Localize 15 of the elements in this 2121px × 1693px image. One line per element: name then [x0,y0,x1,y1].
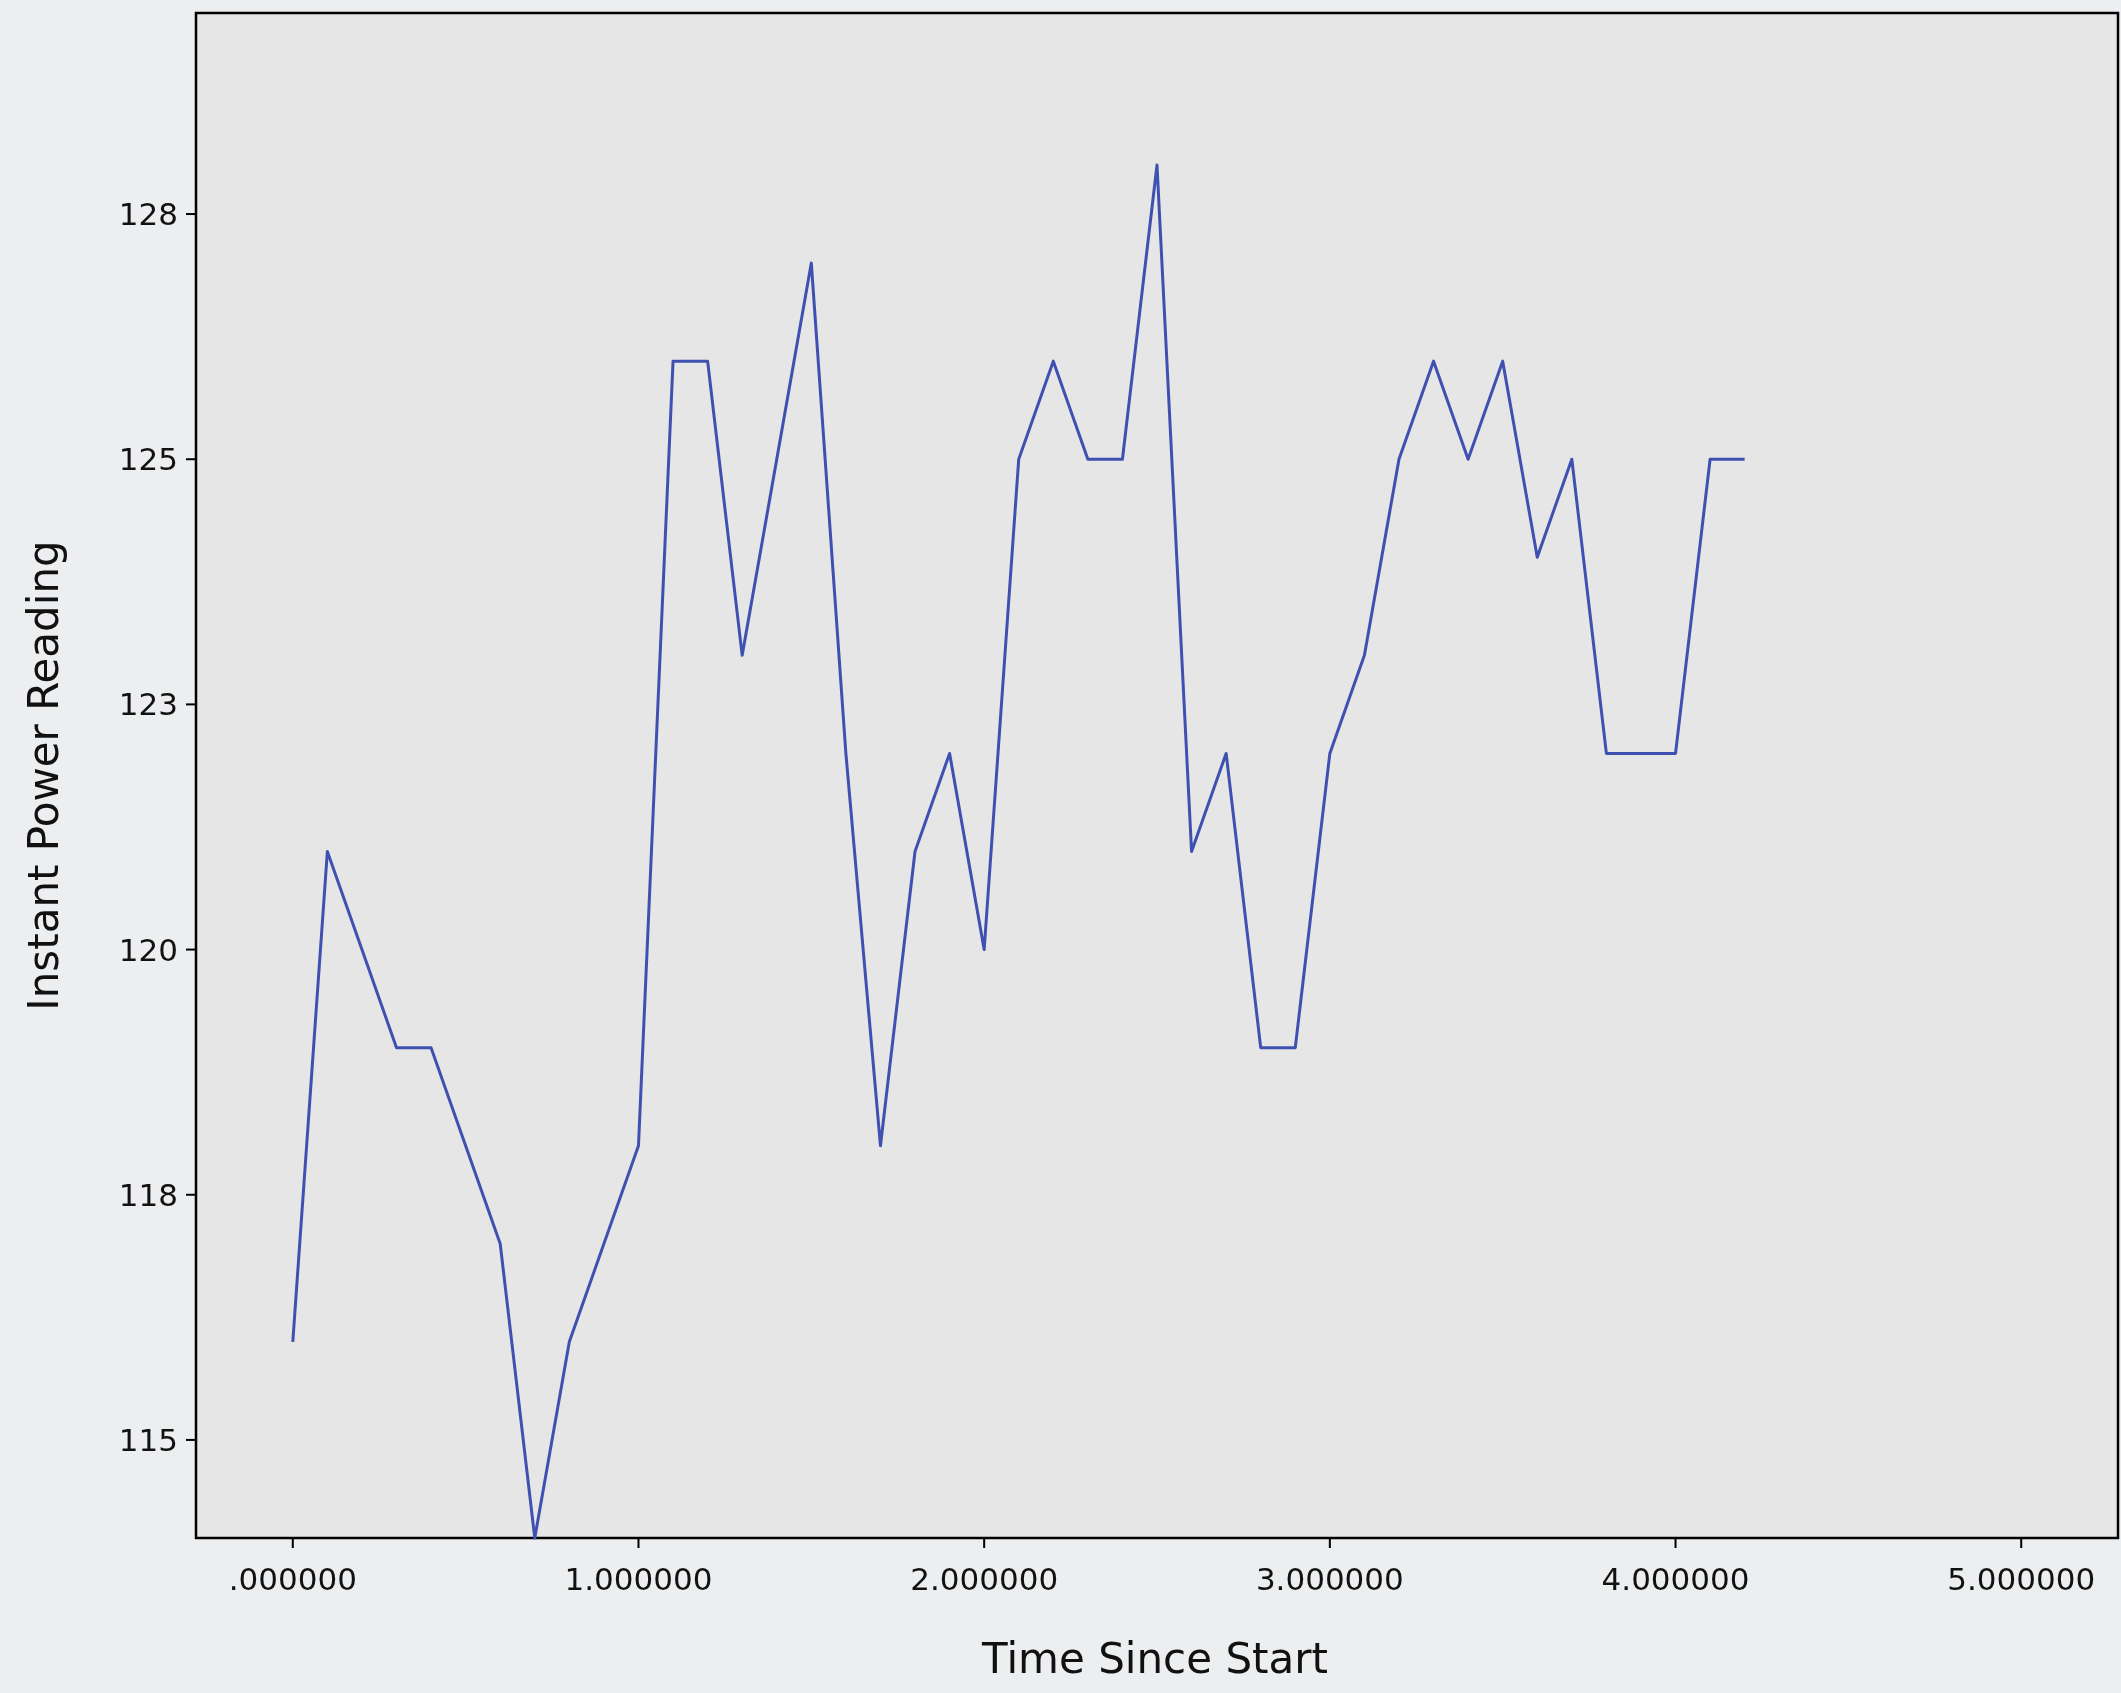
y-tick-label: 125 [118,441,178,478]
x-axis-title: Time Since Start [981,1634,1328,1683]
y-tick-label: 120 [118,931,178,968]
x-tick-label: .000000 [228,1561,357,1597]
y-tick-label: 115 [118,1421,178,1458]
x-tick-label: 1.000000 [564,1561,713,1597]
x-tick-label: 3.000000 [1255,1561,1404,1597]
x-tick-label: 5.000000 [1947,1561,2096,1597]
y-axis-title: Instant Power Reading [19,540,68,1011]
y-tick-label: 128 [118,196,178,233]
y-tick-label: 118 [118,1176,178,1213]
y-tick-label: 123 [118,686,178,723]
x-tick-label: 2.000000 [910,1561,1059,1597]
x-tick-label: 4.000000 [1601,1561,1750,1597]
line-series [291,163,1747,1540]
